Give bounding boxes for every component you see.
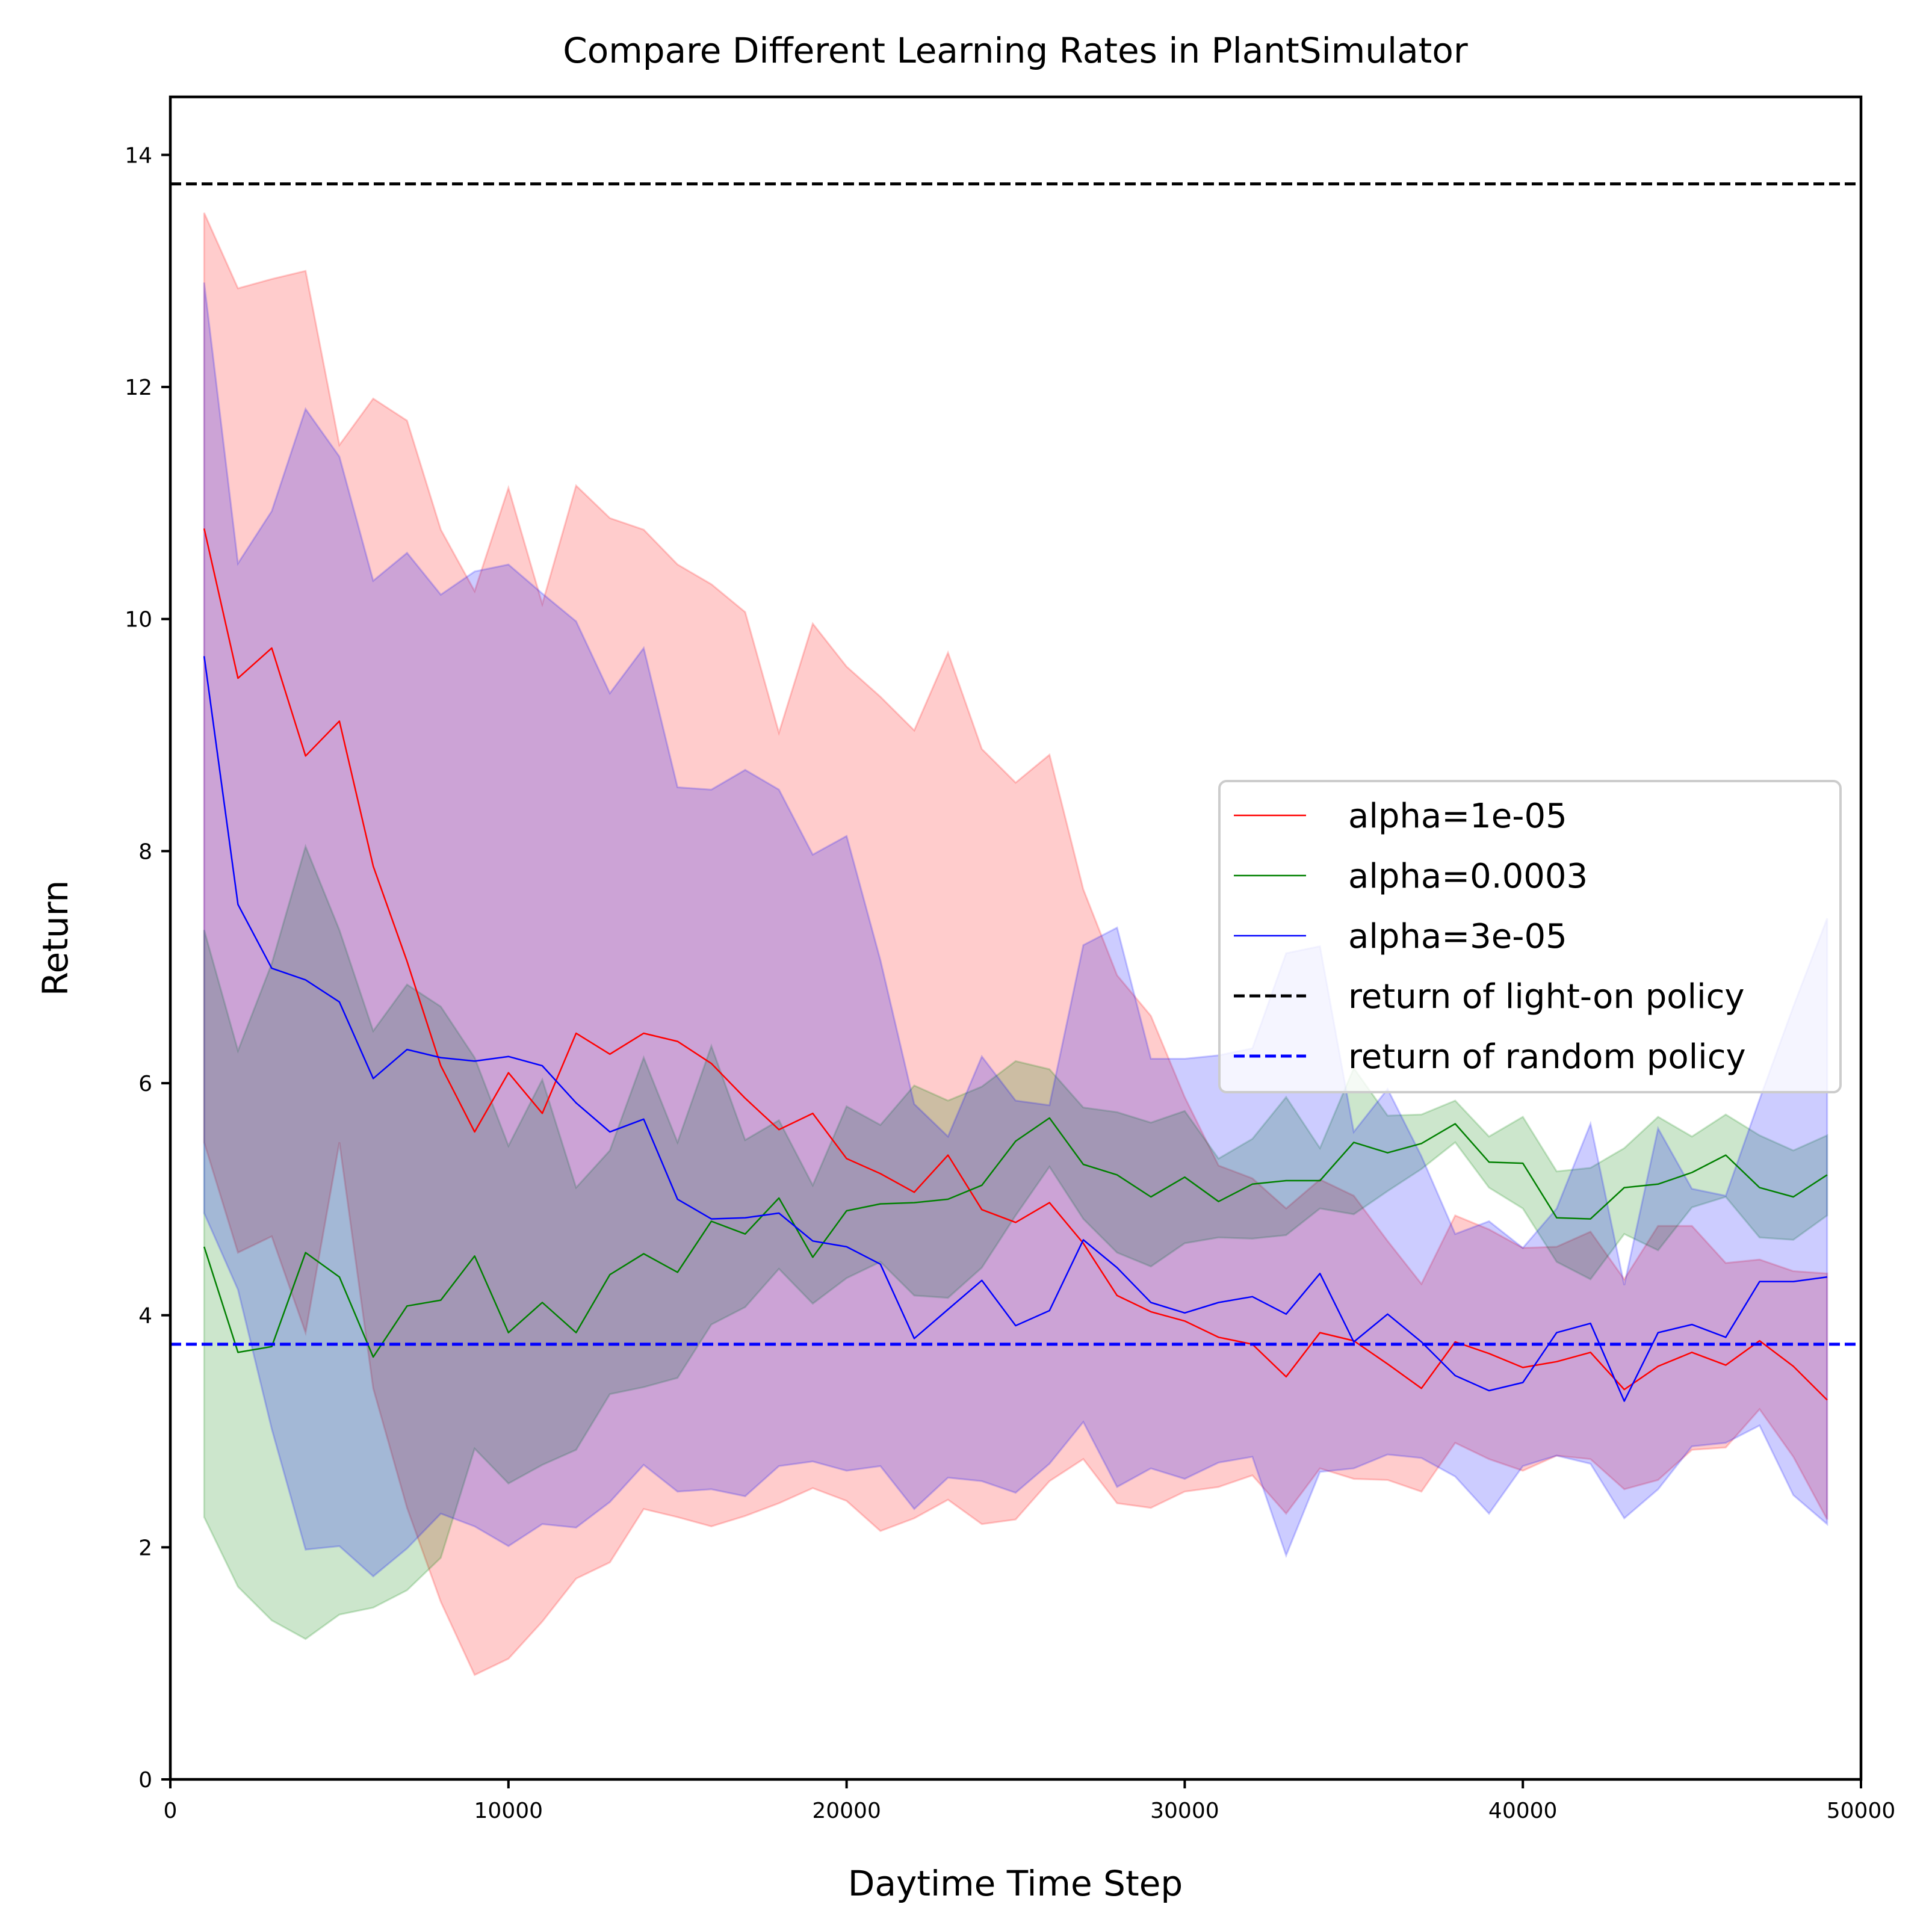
y-axis-label: Return [35,880,76,996]
y-tick-label: 0 [138,1768,152,1793]
series-line-alpha-3e-05 [203,656,1827,1402]
band-alpha-3e-05 [203,282,1828,1578]
legend-label-return-of-light-on-policy: return of light-on policy [1348,977,1745,1016]
legend-box [1218,780,1842,1093]
y-tick-label: 2 [138,1536,152,1560]
x-axis-ticks: 0 10000 20000 30000 40000 50000 [164,1779,1896,1823]
x-tick-label: 10000 [474,1799,543,1823]
confidence-bands [203,212,1828,1676]
legend-label-alpha-0-0003: alpha=0.0003 [1348,857,1588,896]
legend-label-alpha-3e-05: alpha=3e-05 [1348,917,1567,956]
x-tick-label: 30000 [1150,1799,1219,1823]
series-line-alpha-0-0003 [203,1117,1828,1358]
legend: alpha=1e-05 alpha=0.0003 alpha=3e-05 return… [1218,780,1842,1093]
x-tick-label: 20000 [812,1799,881,1823]
x-tick-label: 40000 [1488,1799,1558,1823]
reference-lines [170,182,1861,1346]
x-axis-label: Daytime Time Step [848,1863,1183,1904]
x-tick-label: 50000 [1827,1799,1896,1823]
y-tick-label: 6 [138,1072,152,1096]
y-tick-label: 10 [125,608,152,632]
y-tick-label: 12 [125,375,152,400]
band-alpha-0-0003 [203,844,1828,1640]
y-tick-label: 8 [138,839,152,864]
legend-label-alpha-1e-05: alpha=1e-05 [1348,797,1567,836]
series-lines [203,528,1828,1402]
series-line-alpha-1e-05 [203,528,1828,1401]
y-tick-label: 14 [125,143,152,168]
legend-label-return-of-random-policy: return of random policy [1348,1037,1746,1077]
y-tick-label: 4 [138,1304,152,1329]
plot-frame [169,95,1863,1781]
x-tick-label: 0 [164,1799,178,1823]
chart-title: Compare Different Learning Rates in Plan… [563,30,1468,71]
y-axis-ticks: 0 2 4 6 8 10 12 14 [125,143,170,1793]
band-alpha-1e-05 [203,212,1828,1676]
